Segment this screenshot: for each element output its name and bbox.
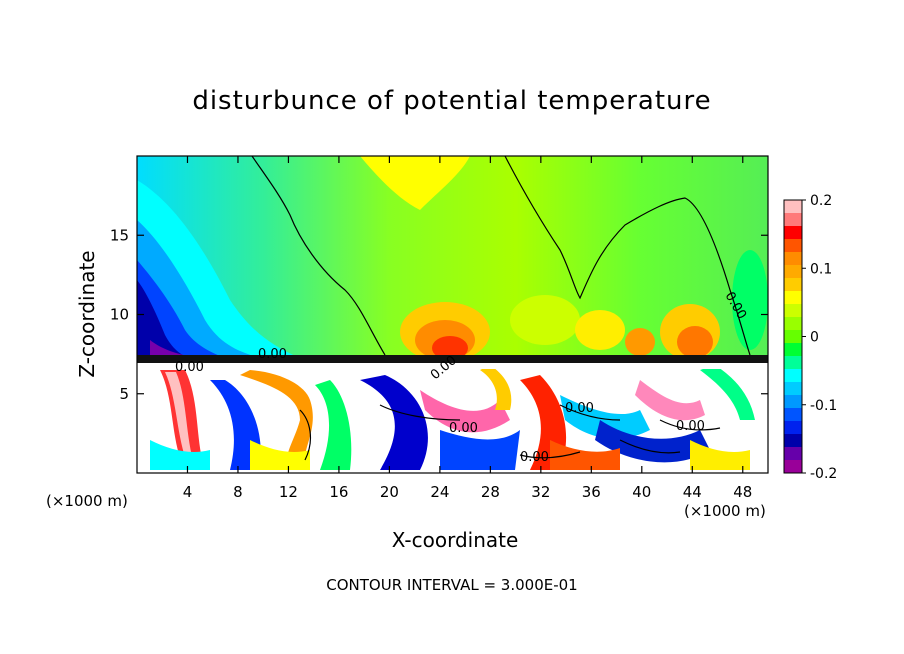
- x-tick-label: 16: [329, 483, 348, 501]
- field-layer: [137, 156, 768, 473]
- x-tick-label: 36: [582, 483, 601, 501]
- x-tick-label: 28: [481, 483, 500, 501]
- colorbar-swatch: [784, 278, 802, 292]
- contour-label: 0.00: [449, 421, 478, 436]
- y-tick-label: 15: [110, 226, 129, 244]
- x-tick-label: 32: [531, 483, 550, 501]
- colorbar-swatch: [784, 460, 802, 474]
- x-tick-label: 48: [733, 483, 752, 501]
- x-unit-right: (×1000 m): [684, 502, 766, 520]
- y-tick-label: 5: [119, 385, 129, 403]
- colorbar-swatch: [784, 330, 802, 344]
- colorbar-swatch: [784, 369, 802, 383]
- x-axis-label: X-coordinate: [391, 528, 519, 552]
- y-axis: 5 10 15: [110, 226, 768, 403]
- colorbar: 0.2 0.1 0 -0.1 -0.2: [783, 193, 837, 482]
- colorbar-swatch: [784, 252, 802, 266]
- colorbar-swatch: [784, 395, 802, 409]
- colorbar-swatch: [784, 304, 802, 318]
- colorbar-swatch: [784, 239, 802, 253]
- x-tick-label: 8: [233, 483, 243, 501]
- colorbar-tick-label: -0.1: [810, 398, 837, 414]
- colorbar-tick-label: -0.2: [810, 466, 837, 482]
- colorbar-swatch: [784, 408, 802, 422]
- contour-label: 0.00: [175, 360, 204, 375]
- colorbar-swatch: [784, 421, 802, 435]
- colorbar-swatch: [784, 343, 802, 357]
- colorbar-tick-label: 0.2: [810, 193, 832, 209]
- colorbar-swatch: [784, 356, 802, 370]
- chart-title: disturbunce of potential temperature: [192, 86, 712, 116]
- contour-interval: CONTOUR INTERVAL = 3.000E-01: [326, 576, 578, 594]
- contour-label: 0.00: [258, 347, 287, 362]
- colorbar-swatch: [784, 382, 802, 396]
- x-tick-label: 44: [683, 483, 702, 501]
- x-unit-left: (×1000 m): [46, 492, 128, 510]
- contour-label: 0.00: [565, 401, 594, 416]
- colorbar-swatch: [784, 213, 802, 227]
- colorbar-swatch: [784, 226, 802, 240]
- colorbar-tick-label: 0: [810, 330, 819, 346]
- colorbar-swatch: [784, 447, 802, 461]
- y-tick-label: 10: [110, 306, 129, 324]
- contour-label: 0.00: [520, 450, 549, 465]
- x-tick-label: 12: [279, 483, 298, 501]
- x-tick-label: 4: [183, 483, 193, 501]
- y-axis-label: Z-coordinate: [75, 250, 99, 378]
- colorbar-swatch: [784, 434, 802, 448]
- x-tick-label: 40: [632, 483, 651, 501]
- x-tick-label: 24: [430, 483, 449, 501]
- contour-lines: [251, 156, 751, 461]
- colorbar-tick-label: 0.1: [810, 261, 832, 277]
- contour-label: 0.00: [676, 419, 705, 434]
- x-axis: 4 8 12 16 20 24 28 32 36 40 44 48: [183, 156, 752, 501]
- colorbar-swatch: [784, 265, 802, 279]
- colorbar-swatch: [784, 291, 802, 305]
- x-tick-label: 20: [380, 483, 399, 501]
- colorbar-swatch: [784, 200, 802, 214]
- colorbar-swatch: [784, 317, 802, 331]
